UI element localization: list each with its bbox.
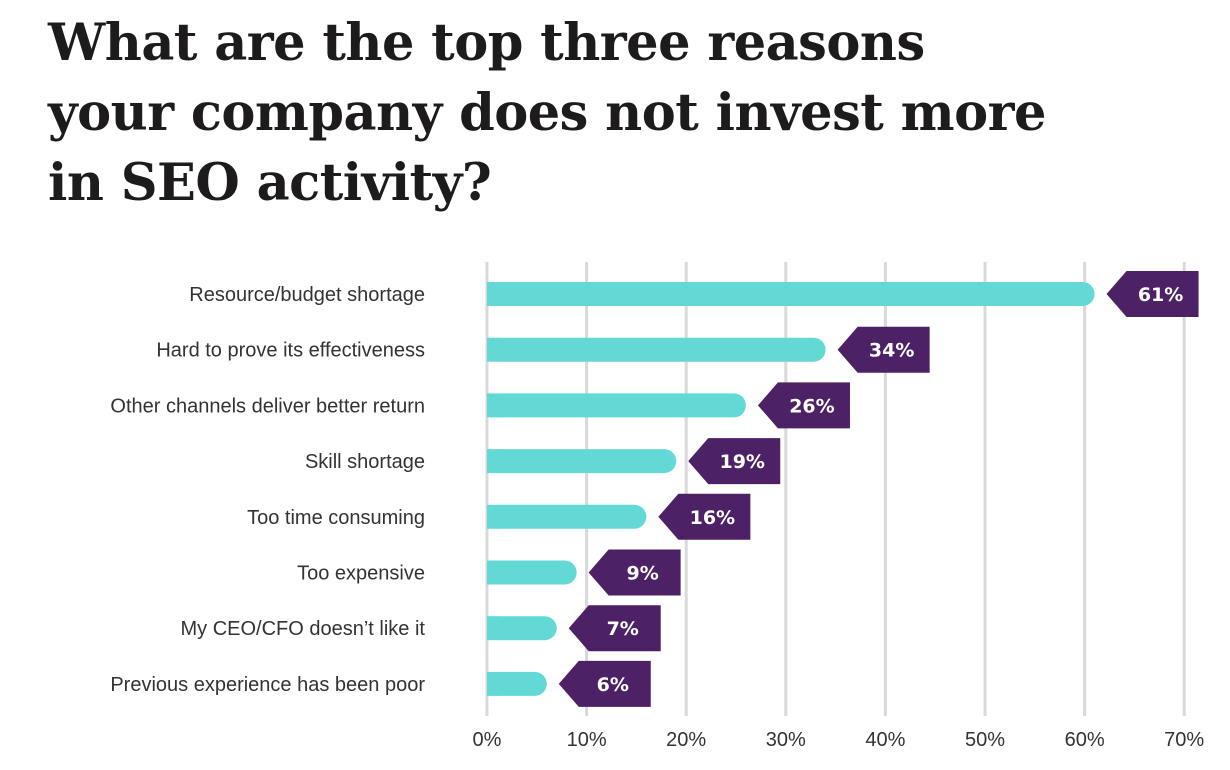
bar — [487, 393, 746, 418]
data-label-tag — [588, 549, 681, 596]
x-tick-label: 20% — [666, 729, 706, 751]
data-label: 9% — [627, 563, 659, 585]
x-tick-label: 30% — [766, 729, 806, 751]
data-label: 34% — [869, 340, 914, 362]
title-line-3: in SEO activity? — [48, 153, 492, 213]
category-label: Resource/budget shortage — [189, 284, 425, 306]
category-labels: Resource/budget shortage Hard to prove it… — [110, 284, 425, 696]
data-label-tag — [658, 493, 751, 540]
bar-start — [487, 616, 499, 641]
data-label: 26% — [789, 395, 834, 417]
bar-start — [487, 560, 499, 585]
x-axis-ticks: 0% 10% 20% 30% 40% 50% 60% 70% — [473, 729, 1205, 751]
data-label-tag — [558, 660, 651, 707]
bar — [487, 616, 557, 641]
x-tick-label: 70% — [1164, 729, 1204, 751]
category-label: Too time consuming — [247, 507, 425, 529]
bar — [487, 282, 1095, 306]
data-label-tag — [837, 326, 930, 373]
data-label-tag — [1106, 271, 1199, 317]
title-line-1: What are the top three reasons — [48, 13, 925, 73]
category-label: Other channels deliver better return — [110, 395, 425, 417]
bar-start — [487, 337, 499, 362]
bars: 61% 34% 26% 19% 16% 9% 7% 6% — [487, 271, 1199, 707]
x-tick-label: 0% — [473, 729, 502, 751]
data-label: 7% — [607, 618, 639, 640]
data-label: 61% — [1138, 284, 1183, 306]
chart-title: What are the top three reasons your comp… — [48, 8, 1048, 218]
data-label-tag — [568, 605, 661, 652]
category-label: Hard to prove its effectiveness — [156, 340, 425, 362]
x-tick-label: 40% — [865, 729, 905, 751]
bar-start — [487, 393, 499, 418]
bar-start — [487, 504, 499, 529]
title-line-2: your company does not invest more — [48, 83, 1046, 143]
bar — [487, 560, 577, 585]
data-label-tag — [757, 382, 850, 429]
x-tick-label: 10% — [567, 729, 607, 751]
data-label: 16% — [690, 507, 735, 529]
x-tick-label: 50% — [965, 729, 1005, 751]
bar-start — [487, 671, 499, 696]
data-label: 19% — [719, 451, 764, 473]
category-label: Previous experience has been poor — [110, 674, 425, 696]
category-label: My CEO/CFO doesn’t like it — [180, 618, 425, 640]
x-tick-label: 60% — [1065, 729, 1105, 751]
bar — [487, 337, 826, 362]
category-label: Skill shortage — [305, 451, 425, 473]
data-label-tag — [688, 438, 781, 485]
bar — [487, 504, 647, 529]
category-label: Too expensive — [297, 563, 425, 585]
bar — [487, 449, 677, 474]
data-label: 6% — [597, 674, 629, 696]
bar — [487, 671, 547, 696]
bar-start — [487, 449, 499, 474]
bar-start — [487, 282, 499, 306]
